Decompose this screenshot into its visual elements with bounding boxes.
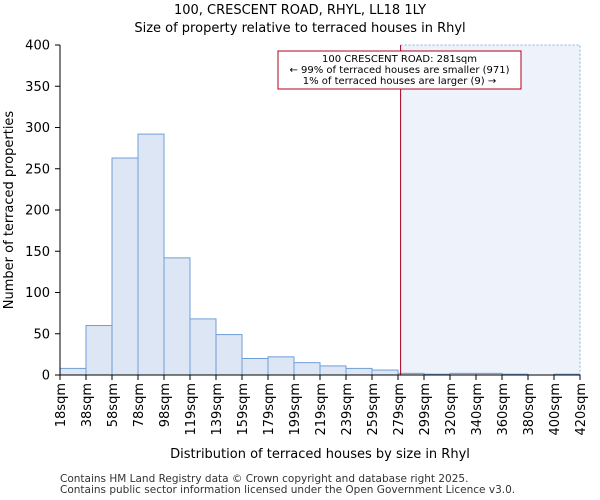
chart-title: 100, CRESCENT ROAD, RHYL, LL18 1LY <box>174 3 426 18</box>
x-tick-label: 340sqm <box>470 383 485 436</box>
x-tick-label: 239sqm <box>340 383 355 436</box>
y-axis-label: Number of terraced properties <box>2 111 17 310</box>
x-tick-label: 320sqm <box>444 383 459 436</box>
bar-78sqm <box>137 133 165 376</box>
x-axis-label: Distribution of terraced houses by size … <box>170 447 470 462</box>
footer-line-2: Contains public sector information licen… <box>60 484 515 496</box>
bar-179sqm <box>267 356 295 376</box>
y-tick-label: 400 <box>25 39 50 54</box>
footer-line-1: Contains HM Land Registry data © Crown c… <box>60 473 468 485</box>
annotation-box: 100 CRESCENT ROAD: 281sqm ← 99% of terra… <box>277 50 522 90</box>
y-tick-label: 50 <box>33 327 50 342</box>
highlight-region <box>400 44 581 376</box>
x-axis-ticks: 18sqm 38sqm 58sqm 78sqm 98sqm 119sqm 139sqm 159… <box>54 375 589 436</box>
y-tick-label: 200 <box>25 204 50 219</box>
x-tick-label: 98sqm <box>158 383 173 427</box>
bar-219sqm <box>319 365 347 376</box>
x-tick-label: 279sqm <box>392 383 407 436</box>
annotation-line-2: ← 99% of terraced houses are smaller (97… <box>289 65 509 76</box>
x-tick-label: 219sqm <box>314 383 329 436</box>
bar-139sqm <box>215 334 243 376</box>
x-tick-label: 299sqm <box>418 383 433 436</box>
y-tick-label: 250 <box>25 162 50 177</box>
annotation-line-3: 1% of terraced houses are larger (9) → <box>303 76 497 87</box>
y-tick-label: 350 <box>25 80 50 95</box>
bar-199sqm <box>293 362 321 376</box>
x-tick-label: 18sqm <box>54 383 69 427</box>
x-tick-label: 139sqm <box>210 383 225 436</box>
bar-98sqm <box>163 257 191 376</box>
chart-subtitle: Size of property relative to terraced ho… <box>134 21 465 36</box>
x-tick-label: 380sqm <box>522 383 537 436</box>
bar-159sqm <box>241 358 269 376</box>
bar-38sqm <box>85 325 113 376</box>
y-axis-ticks: 0 50 100 150 200 250 300 350 400 <box>25 39 60 384</box>
bars-group <box>59 133 581 376</box>
bar-18sqm <box>59 367 87 376</box>
x-tick-label: 420sqm <box>574 383 589 436</box>
x-tick-label: 119sqm <box>184 383 199 436</box>
y-tick-label: 100 <box>25 286 50 301</box>
bar-58sqm <box>111 157 139 376</box>
annotation-line-1: 100 CRESCENT ROAD: 281sqm <box>322 54 477 65</box>
x-tick-label: 400sqm <box>548 383 563 436</box>
bar-119sqm <box>189 318 217 376</box>
x-tick-label: 199sqm <box>288 383 303 436</box>
y-tick-label: 150 <box>25 245 50 260</box>
x-tick-label: 78sqm <box>132 383 147 427</box>
x-tick-label: 38sqm <box>80 383 95 427</box>
y-tick-label: 0 <box>42 369 50 384</box>
x-tick-label: 360sqm <box>496 383 511 436</box>
x-tick-label: 259sqm <box>366 383 381 436</box>
bar-259sqm <box>371 369 399 376</box>
x-tick-label: 179sqm <box>262 383 277 436</box>
y-tick-label: 300 <box>25 121 50 136</box>
x-tick-label: 159sqm <box>236 383 251 436</box>
x-tick-label: 58sqm <box>106 383 121 427</box>
bar-239sqm <box>345 367 373 376</box>
